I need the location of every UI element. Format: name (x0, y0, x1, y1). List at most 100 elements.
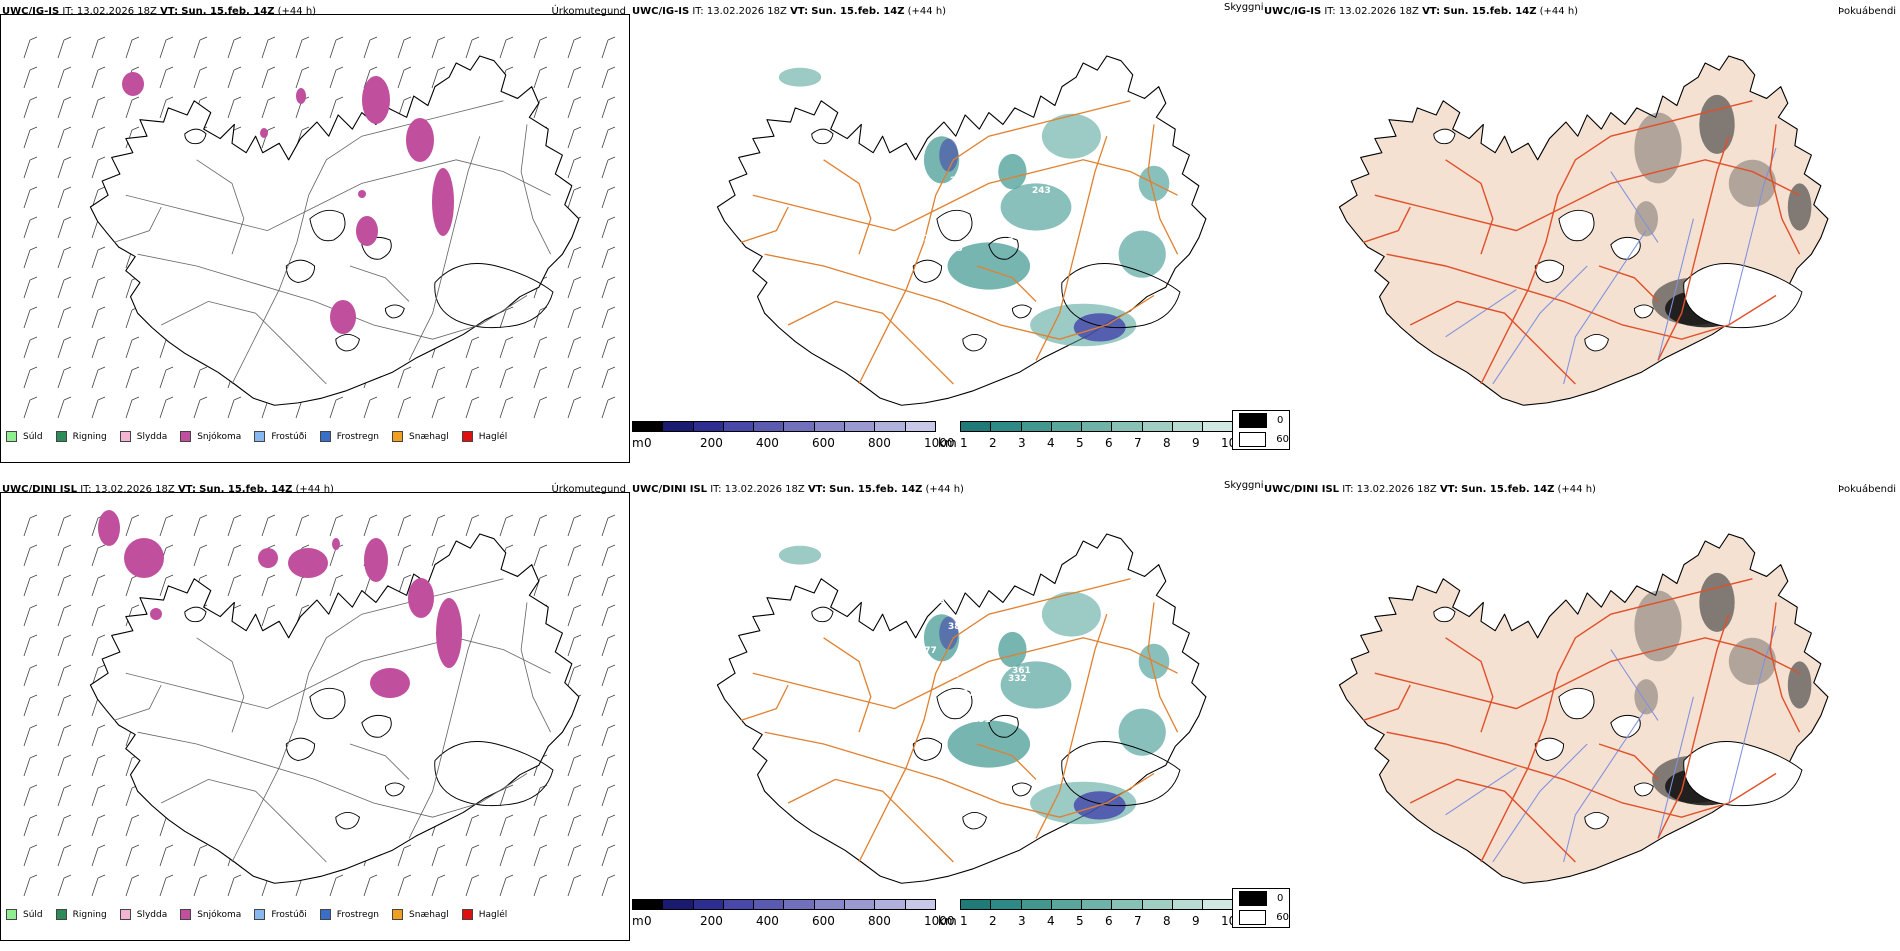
legend-label: Frostregn (336, 431, 380, 442)
legend-label: 60 (1276, 434, 1289, 445)
lead-time: (+44 h) (1539, 6, 1579, 17)
legend-swatch (319, 909, 331, 920)
scale-tick-label: 200 (700, 914, 723, 928)
colorbar-segment (663, 900, 694, 909)
precip-legend-item: Frostúði (254, 909, 307, 920)
init-time-label: IT: (1342, 484, 1354, 495)
legend-swatch (55, 431, 67, 442)
valid-time-label: VT: (1422, 6, 1441, 17)
colorbar-segment (1051, 900, 1083, 909)
legend-swatch (1239, 413, 1267, 428)
colorbar-segment (754, 422, 785, 431)
precip-legend-item: Slydda (119, 909, 168, 920)
scale-tick-label: 6 (1105, 914, 1113, 928)
colorbar-segment (784, 900, 815, 909)
valid-time: Sun. 15.feb. 14Z (181, 6, 275, 17)
init-time: 13.02.2026 18Z (706, 6, 787, 17)
colorbar-segment (1112, 900, 1143, 909)
precip-legend-item: Frostregn (319, 431, 380, 442)
precip-legend-item: Súld (6, 909, 43, 920)
lead-time: (+44 h) (925, 484, 964, 495)
valid-time: Sun. 15.feb. 14Z (1443, 6, 1537, 17)
visibility-title: Skyggni (1224, 2, 1264, 13)
legend-swatch (1239, 891, 1267, 906)
snow-area (408, 578, 434, 618)
visibility-unit: km (938, 914, 957, 928)
snow-area (364, 538, 388, 582)
init-time-label: IT: (80, 484, 92, 495)
snow-area (432, 168, 454, 236)
scale-tick-label: 4 (1047, 436, 1055, 450)
legend-swatch (319, 431, 331, 442)
legend-label: Frostúði (271, 431, 307, 442)
snow-area (436, 598, 462, 668)
legend-label: Súld (23, 909, 43, 920)
panel-header: UWC/DINI ISL IT: 13.02.2026 18Z VT: Sun.… (1264, 484, 1596, 495)
cloud-base-label: 293 (950, 176, 969, 186)
fog-title: Þokuábendi (1838, 484, 1897, 495)
init-time: 13.02.2026 18Z (1338, 6, 1419, 17)
legend-label: Slydda (136, 909, 168, 920)
scale-tick-label: 600 (812, 914, 835, 928)
visibility-map (716, 55, 1207, 406)
panel-header: UWC/DINI ISL IT: 13.02.2026 18Z VT: Sun.… (2, 484, 334, 495)
legend-swatch (1239, 910, 1267, 925)
snow-area (332, 538, 340, 550)
colorbar-segment (693, 422, 724, 431)
precip-legend-item: Frostregn (319, 909, 379, 920)
cloud-base-label: 238 (926, 596, 945, 606)
colorbar-segment (875, 422, 906, 431)
legend-swatch (254, 909, 266, 920)
scale-tick-label: 0 (644, 914, 652, 928)
legend-label: 60 (1276, 912, 1289, 923)
scale-tick-label: 7 (1134, 914, 1142, 928)
colorbar-segment (1082, 900, 1113, 909)
visibility-unit: km (938, 436, 957, 450)
scale-tick-label: 9 (1192, 914, 1200, 928)
colorbar-segment (845, 422, 876, 431)
legend-label: Rigning (72, 431, 107, 442)
cloud-base-label: 677 (918, 646, 937, 656)
cloud-base-label: 370 (962, 689, 981, 699)
cloud-base-label: 211 (940, 670, 959, 680)
colorbar-segment (633, 900, 664, 909)
precip-legend-item: Snjókoma (180, 909, 241, 920)
cloud-base-label: 326 (974, 159, 993, 169)
colorbar-segment (1051, 422, 1083, 431)
init-time-label: IT: (1324, 6, 1336, 17)
model-name: UWC/IG-IS (632, 6, 690, 17)
valid-time: Sun. 15.feb. 14Z (199, 484, 293, 495)
legend-swatch (461, 909, 473, 920)
legend-swatch (1239, 432, 1267, 447)
precip-legend-item: Súld (6, 431, 43, 442)
snow-area (362, 76, 390, 124)
colorbar-segment (991, 422, 1022, 431)
legend-label: Snæhagl (409, 909, 449, 920)
init-time: 13.02.2026 18Z (76, 6, 157, 17)
panel-header: UWC/DINI ISL IT: 13.02.2026 18Z VT: Sun.… (632, 484, 964, 495)
scale-tick-label: 400 (756, 914, 779, 928)
precip-legend: Súld Rigning Slydda Snjókoma Frostúði Frostre… (6, 431, 520, 442)
lead-time: (+44 h) (907, 6, 947, 17)
cloudbase-colorbar (632, 899, 936, 910)
panel-header: UWC/IG-IS IT: 13.02.2026 18Z VT: Sun. 15… (2, 6, 316, 17)
colorbar-segment (1082, 422, 1113, 431)
snow-area (260, 128, 268, 138)
cloud-base-label: 306 (904, 122, 923, 132)
snow-area (122, 72, 144, 96)
valid-time-label: VT: (160, 6, 179, 17)
cloud-base-label: 175 (944, 244, 963, 254)
lead-time: (+44 h) (277, 6, 317, 17)
legend-label: Snjókoma (197, 909, 242, 920)
visibility-title: Skyggni (1224, 480, 1264, 491)
cloud-base-label: 263 (988, 98, 1007, 108)
fog-panel: UWC/IG-IS IT: 13.02.2026 18Z VT: Sun. 15… (1232, 0, 1900, 473)
colorbar-segment (784, 422, 815, 431)
init-time: 13.02.2026 18Z (1356, 484, 1437, 495)
legend-swatch (6, 909, 17, 920)
scale-tick-label: 5 (1076, 914, 1084, 928)
cloudbase-unit: m (632, 436, 644, 450)
precip-legend-item: Rigning (55, 431, 107, 442)
colorbar-segment (905, 422, 935, 431)
cloud-base-label: 332 (1008, 674, 1027, 684)
